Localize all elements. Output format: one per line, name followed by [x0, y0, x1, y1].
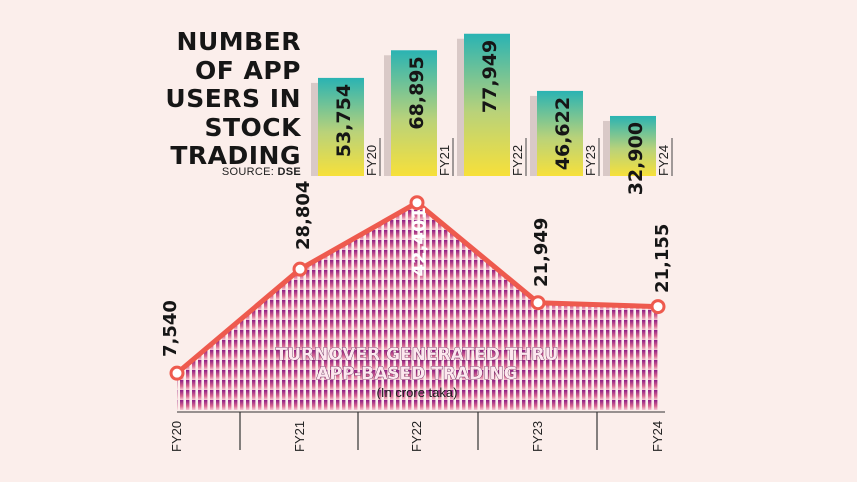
point-value-label: 21,155 [652, 224, 673, 293]
bar-category-label: FY24 [656, 145, 671, 176]
bar-category-label: FY20 [364, 145, 379, 176]
bar-value-label: 46,622 [552, 97, 574, 170]
point-fy22 [409, 195, 425, 211]
area-title: TURNOVER GENERATED THRU APP-BASED TRADING [276, 345, 559, 384]
point-value-label: 21,949 [531, 218, 552, 287]
bar-value-label: 32,900 [625, 122, 647, 195]
x-tick-label: FY23 [530, 421, 545, 452]
bar-shadow [384, 55, 391, 176]
title-line-5: TRADING [170, 141, 301, 170]
bar-value-label: 53,754 [333, 84, 355, 157]
bar-shadow [603, 120, 610, 176]
bar-fy24 [610, 115, 656, 176]
x-tick-label: FY22 [409, 421, 424, 452]
bar-shadow [530, 95, 537, 176]
bar-fy21 [391, 50, 437, 176]
area-chart: 7,540 28,804 42,401 21,949 21,155 TURNOVER GE… [160, 181, 673, 410]
title-line-4: STOCK [204, 112, 301, 142]
x-tick-label: FY20 [169, 421, 184, 452]
bar-category-label: FY23 [583, 145, 598, 176]
x-tick-label: FY24 [650, 421, 665, 452]
bar-fy20 [318, 77, 364, 176]
point-fy20 [169, 365, 185, 381]
bar-value-label: 68,895 [406, 56, 428, 129]
point-fy24 [650, 299, 666, 315]
bar-chart: 53,754 FY20 68,895 FY21 77,949 FY22 46,622 FY23… [311, 33, 673, 195]
point-fy23 [530, 295, 546, 311]
title-line-1: NUMBER [176, 27, 301, 56]
x-tick-label: FY21 [292, 421, 307, 452]
area-subtitle: (In crore taka) [377, 385, 458, 400]
source-note: SOURCE: DSE [222, 166, 301, 178]
point-value-label: 42,401 [409, 207, 430, 276]
point-value-label: 7,540 [160, 300, 181, 357]
source-label: SOURCE: [221, 166, 275, 178]
bar-category-label: FY22 [510, 145, 525, 176]
bar-fy22 [464, 33, 510, 177]
title-line-3: USERS IN [165, 84, 301, 113]
title-line-2: OF APP [194, 55, 301, 85]
bottom-axis: FY20 FY21 FY22 FY23 FY24 [169, 411, 665, 452]
chart-title: NUMBER OF APP USERS IN STOCK TRADING [165, 27, 301, 171]
point-fy21 [292, 261, 308, 277]
bar-value-label: 77,949 [479, 40, 501, 113]
source-value: DSE [277, 166, 301, 178]
bar-shadow [457, 38, 464, 177]
bar-fy23 [537, 90, 583, 176]
point-value-label: 28,804 [293, 181, 314, 250]
bar-shadow [311, 82, 318, 176]
bar-category-label: FY21 [437, 145, 452, 176]
